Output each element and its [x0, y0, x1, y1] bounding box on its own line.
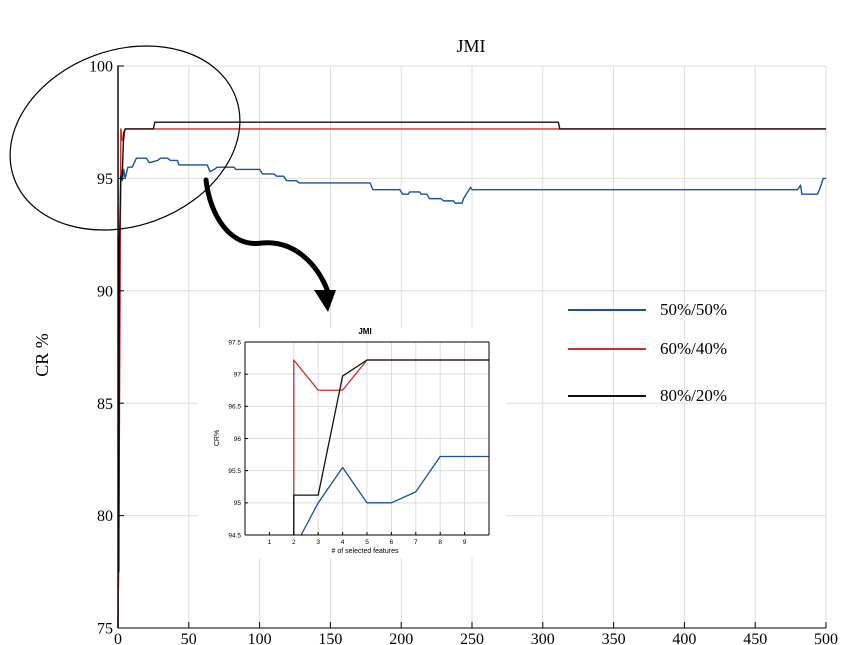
main-tick-labels: 0 50 100 150 200 250 300 350 400 450 5007580859095… — [89, 59, 838, 645]
main-x-tick-label-0: 0 — [114, 631, 122, 645]
inset-y-tick-label-96-5: 96.5 — [228, 404, 241, 411]
inset-background — [198, 328, 506, 558]
inset-y-tick-label-94-5: 94.5 — [228, 532, 241, 539]
inset-chart-title: JMI — [358, 327, 371, 336]
zoom-arrow-shaft — [203, 177, 331, 295]
main-x-tick-label-250: 250 — [460, 631, 484, 645]
inset-y-tick-label-96: 96 — [234, 436, 242, 443]
main-x-tick-label-500: 500 — [814, 631, 838, 645]
inset-x-tick-label-9: 9 — [463, 539, 467, 546]
inset-axes — [244, 341, 490, 536]
inset-y-tick-label-97: 97 — [234, 371, 242, 378]
inset-y-tick-label-95: 95 — [234, 500, 242, 507]
main-y-tick-label-100: 100 — [89, 59, 113, 76]
main-chart-title: JMI — [456, 36, 485, 56]
main-x-tick-label-100: 100 — [248, 631, 272, 645]
inset-x-tick-label-3: 3 — [316, 539, 320, 546]
main-x-tick-label-350: 350 — [602, 631, 626, 645]
main-y-tick-label-80: 80 — [97, 508, 113, 525]
legend-label-60-40: 60%/40% — [660, 339, 727, 358]
inset-y-tick-label-95-5: 95.5 — [228, 468, 241, 475]
main-x-tick-label-300: 300 — [531, 631, 555, 645]
main-y-tick-label-85: 85 — [97, 396, 113, 413]
zoom-arrow-head — [314, 290, 336, 312]
legend: 50%/50% 60%/40% 80%/20% — [568, 300, 727, 405]
inset-x-tick-label-8: 8 — [438, 539, 442, 546]
main-x-tick-label-50: 50 — [181, 631, 197, 645]
main-y-axis-label: CR % — [32, 333, 52, 377]
inset-x-tick-label-7: 7 — [414, 539, 418, 546]
inset-tick-labels: 1 2 3 4 5 6 7 8 9 94.5 95 95.5 96 96.5 97 97.5 — [228, 339, 466, 546]
main-y-tick-label-95: 95 — [97, 171, 113, 188]
zoom-ellipse-annotation — [9, 45, 241, 231]
inset-series-line-80-20 — [293, 359, 489, 535]
main-y-tick-label-90: 90 — [97, 283, 113, 300]
legend-label-50-50: 50%/50% — [660, 300, 727, 319]
main-x-tick-label-150: 150 — [318, 631, 342, 645]
inset-x-tick-label-6: 6 — [390, 539, 394, 546]
inset-y-tick-label-97-5: 97.5 — [228, 339, 241, 346]
inset-chart: JMI CR% # of selected features 1 2 3 4 5 6 7 8 9… — [198, 327, 506, 558]
main-axes — [117, 65, 827, 629]
inset-x-tick-label-4: 4 — [341, 539, 345, 546]
main-x-tick-label-450: 450 — [743, 631, 767, 645]
main-x-tick-label-400: 400 — [672, 631, 696, 645]
main-x-tick-label-200: 200 — [389, 631, 413, 645]
inset-series-line-50-50 — [300, 455, 489, 536]
inset-series-lines — [293, 359, 489, 536]
main-series-line-50-50 — [117, 157, 826, 629]
inset-x-tick-label-1: 1 — [268, 539, 272, 546]
legend-label-80-20: 80%/20% — [660, 386, 727, 405]
inset-x-tick-label-2: 2 — [292, 539, 296, 546]
inset-y-axis-label: CR% — [214, 430, 221, 446]
main-y-tick-label-75: 75 — [97, 621, 113, 638]
inset-x-tick-label-5: 5 — [365, 539, 369, 546]
inset-x-axis-label: # of selected features — [332, 548, 399, 555]
